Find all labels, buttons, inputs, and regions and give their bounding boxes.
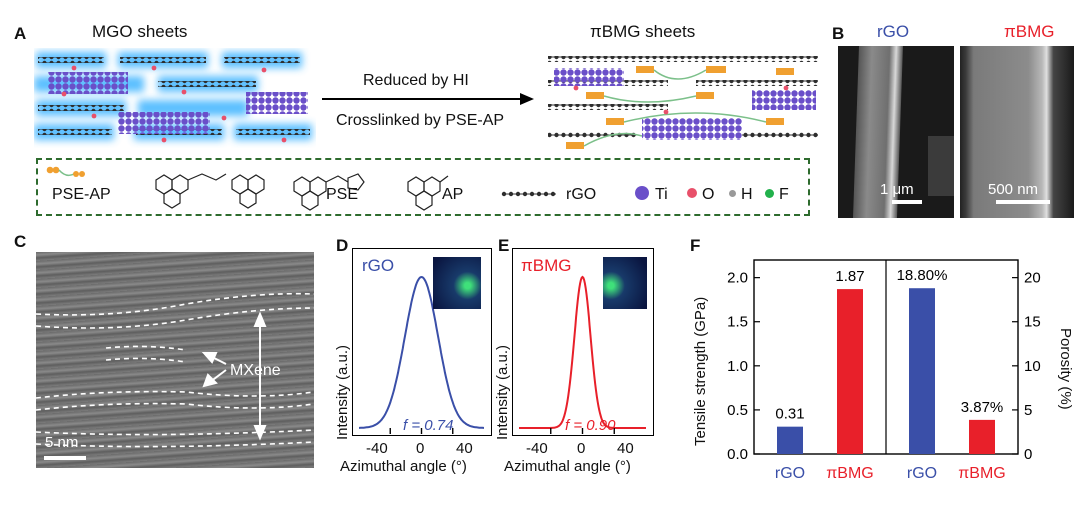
rgo-chain-icon (501, 191, 556, 197)
chart-f-ylabel-left: Tensile strength (GPa) (692, 296, 709, 446)
bar-category-label: rGO (775, 465, 805, 482)
reaction-arrow (322, 93, 534, 105)
ap-structure-icon (407, 175, 449, 211)
chart-d-xlabel: Azimuthal angle (°) (340, 458, 467, 475)
chart-e-label: πBMG (521, 256, 572, 275)
chart-f-right-tick-label: 10 (1024, 358, 1041, 375)
sem-image-rgo (838, 46, 954, 218)
bar-tensile-0 (777, 426, 803, 454)
chart-f-right-tick-label: 15 (1024, 314, 1041, 331)
panel-letter-f: F (690, 236, 701, 255)
panel-letter-d: D (336, 236, 349, 255)
pibmg-schematic (548, 56, 818, 149)
legend-o-label: O (702, 186, 715, 203)
legend-f-label: F (779, 186, 789, 203)
sem-pibmg-scale: 500 nm (988, 181, 1039, 198)
legend-ti-label: Ti (655, 186, 668, 203)
bar-category-label: πBMG (958, 465, 1005, 482)
chart-f-right-tick-label: 5 (1024, 402, 1032, 419)
sem-pibmg-label: πBMG (1004, 22, 1055, 41)
peak-line (519, 275, 646, 429)
chart-f-left-tick-label: 1.0 (727, 358, 748, 375)
sem-rgo-scale: 1 μm (880, 181, 914, 198)
chart-d-tick-2: 0 (416, 440, 425, 457)
chart-f-plot: 0.0 0.5 1.0 1.5 2.0 0 5 10 15 20 0.31 rGO 1.87 πBMG 18… (727, 259, 1041, 482)
chart-d-frame (352, 248, 492, 436)
legend-box (36, 158, 810, 216)
sem-rgo-label: rGO (877, 22, 910, 41)
legend-h-label: H (741, 186, 753, 203)
legend-pse-label: PSE (326, 186, 359, 203)
chart-e-frame (512, 248, 654, 436)
ti-atom-icon (635, 186, 649, 200)
chart-e-saxs-inset (603, 257, 647, 309)
legend-pse-ap-label: PSE-AP (52, 186, 111, 203)
chart-f-left-tick-label: 2.0 (727, 270, 748, 287)
mgo-sheets-title: MGO sheets (92, 22, 188, 41)
chart-f-right-tick-label: 20 (1024, 270, 1041, 287)
chart-d-ylabel: Intensity (a.u.) (334, 344, 351, 440)
chart-e-f-value: f = 0.90 (565, 417, 616, 434)
bar-value-label: 1.87 (835, 268, 864, 285)
chart-f-right-tick-label: 0 (1024, 446, 1032, 463)
chart-d-tick-1: -40 (366, 440, 388, 457)
bar-value-label: 18.80% (897, 267, 948, 284)
chart-d-f-value: f = 0.74 (403, 417, 454, 434)
bar-porosity-1 (969, 419, 995, 454)
legend-ap-label: AP (442, 186, 464, 203)
f-atom-icon (765, 189, 774, 198)
chart-e-tick-1: -40 (526, 440, 548, 457)
arrow-label-crosslinked: Crosslinked by PSE-AP (336, 112, 505, 129)
bar-porosity-0 (909, 288, 935, 454)
chart-f-left-tick-label: 0.0 (727, 446, 748, 463)
o-atom-icon (687, 188, 697, 198)
mgo-schematic (34, 52, 312, 143)
bar-category-label: rGO (907, 465, 937, 482)
h-atom-icon (729, 190, 736, 197)
chart-e-tick-2: 0 (577, 440, 586, 457)
peak-line (359, 275, 484, 429)
pse-structure-icon (293, 173, 365, 211)
bar-category-label: πBMG (826, 465, 873, 482)
pse-ap-structure-icon (155, 173, 265, 209)
chart-f-left-tick-label: 0.5 (727, 402, 748, 419)
legend-rgo-label: rGO (566, 186, 597, 203)
sem-pibmg-scalebar (996, 200, 1050, 204)
bar-value-label: 3.87% (961, 399, 1004, 416)
tem-mxene-label: MXene (230, 362, 281, 379)
sem-rgo-scalebar (892, 200, 922, 204)
tem-image (36, 252, 314, 468)
chart-d-label: rGO (362, 256, 395, 275)
sem-image-pibmg (960, 46, 1074, 218)
chart-d-saxs-inset (433, 257, 481, 309)
arrow-label-reduced: Reduced by HI (363, 72, 469, 89)
panel-letter-e: E (498, 236, 510, 255)
bar-value-label: 0.31 (775, 406, 804, 423)
panel-letter-c: C (14, 232, 27, 251)
chart-d-tick-3: 40 (456, 440, 473, 457)
pse-ap-molecule-icon (46, 166, 85, 177)
chart-e-xlabel: Azimuthal angle (°) (504, 458, 631, 475)
panel-letter-a: A (14, 24, 27, 43)
panel-letter-b: B (832, 24, 845, 43)
bar-tensile-1 (837, 289, 863, 454)
chart-e-plot (519, 275, 646, 434)
pibmg-sheets-title: πBMG sheets (590, 22, 696, 41)
chart-e-tick-3: 40 (617, 440, 634, 457)
chart-f-left-tick-label: 1.5 (727, 314, 748, 331)
chart-e-ylabel: Intensity (a.u.) (494, 344, 511, 440)
chart-f-ylabel-right: Porosity (%) (1057, 328, 1074, 410)
chart-d-plot (359, 275, 484, 434)
tem-scale-label: 5 nm (45, 434, 79, 451)
